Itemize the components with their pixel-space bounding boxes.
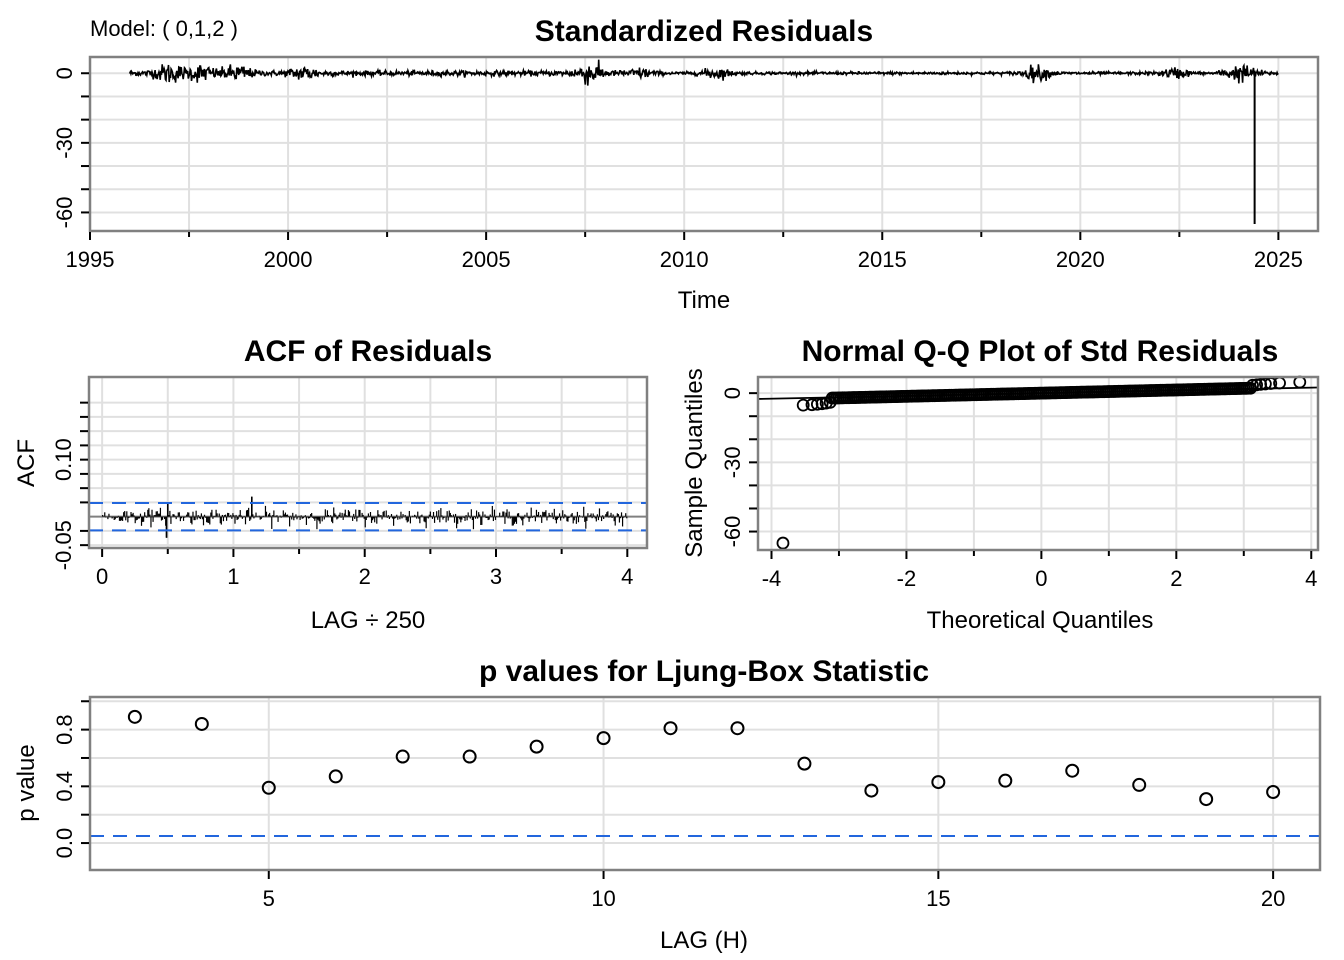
qq-point <box>1250 378 1264 392</box>
x-tick-label: 5 <box>263 886 275 911</box>
p-value-point <box>462 749 477 764</box>
x-tick-label: 3 <box>490 564 502 589</box>
acf-frame <box>87 375 649 550</box>
std-residuals-marks <box>128 59 1279 225</box>
x-tick-label: 20 <box>1261 886 1285 911</box>
x-tick-label: 0 <box>1035 566 1047 591</box>
acf-ylabel: ACF <box>13 439 40 487</box>
p-value-point <box>328 769 343 784</box>
ljung-box-marks <box>90 709 1320 837</box>
y-tick-label: 0 <box>720 387 745 399</box>
p-value-point <box>261 780 276 795</box>
qq-axes: -4 -2 0 2 4 0 -30 -60 <box>720 387 1317 591</box>
std-residuals-grid <box>89 57 1318 231</box>
qq-point <box>796 398 810 412</box>
x-tick-label: 2 <box>1170 566 1182 591</box>
acf-panel: ACF of Residuals 0 1 2 3 4 0.10 -0.05 LAG ÷ 25… <box>13 335 649 634</box>
residual-series-line <box>128 59 1279 86</box>
x-tick-label: 0 <box>96 564 108 589</box>
std-residuals-frame <box>88 55 1320 233</box>
ljung-box-panel: p values for Ljung-Box Statistic 5 10 15 20… <box>13 655 1322 954</box>
p-value-point <box>127 709 142 724</box>
p-value-point <box>529 739 544 754</box>
ljung-box-title: p values for Ljung-Box Statistic <box>479 655 929 688</box>
y-tick-label: -60 <box>52 197 77 229</box>
p-value-point <box>931 775 946 790</box>
acf-marks <box>89 496 647 538</box>
p-value-point <box>864 783 879 798</box>
model-note: Model: ( 0,1,2 ) <box>90 16 238 41</box>
x-tick-label: 2 <box>359 564 371 589</box>
qq-frame <box>756 375 1320 552</box>
x-tick-label: 4 <box>621 564 633 589</box>
qq-xlabel: Theoretical Quantiles <box>927 607 1154 634</box>
qq-marks <box>757 375 1319 550</box>
p-value-point <box>663 721 678 736</box>
x-tick-label: 1 <box>227 564 239 589</box>
std-residuals-xlabel: Time <box>678 287 730 314</box>
y-tick-label: -30 <box>52 127 77 159</box>
p-value-point <box>1132 777 1147 792</box>
x-tick-label: 1995 <box>66 247 115 272</box>
y-tick-label: -30 <box>720 446 745 478</box>
ljung-box-xlabel: LAG (H) <box>660 927 748 954</box>
x-tick-label: 10 <box>591 886 615 911</box>
qq-ylabel: Sample Quantiles <box>681 368 708 557</box>
p-value-point <box>1266 785 1281 800</box>
y-tick-label: 0.8 <box>52 714 77 745</box>
qq-point <box>1246 378 1259 392</box>
y-tick-label: -0.05 <box>51 520 76 570</box>
p-value-point <box>998 773 1013 788</box>
p-value-point <box>730 721 745 736</box>
y-tick-label: 0.10 <box>51 438 76 481</box>
p-value-point <box>194 716 209 731</box>
x-tick-label: 4 <box>1305 566 1317 591</box>
p-value-point <box>1065 763 1080 778</box>
y-tick-label: 0.0 <box>52 828 77 859</box>
ljung-box-ylabel: p value <box>13 744 40 821</box>
x-tick-label: -4 <box>762 566 782 591</box>
qq-grid <box>758 377 1318 550</box>
x-tick-label: 2005 <box>462 247 511 272</box>
qq-point <box>810 397 824 411</box>
p-value-point <box>1199 792 1214 807</box>
ljung-box-axes: 5 10 15 20 0.0 0.4 0.8 <box>52 700 1285 911</box>
x-tick-label: -2 <box>897 566 917 591</box>
x-tick-label: 2020 <box>1056 247 1105 272</box>
x-tick-label: 2025 <box>1254 247 1303 272</box>
std-residuals-panel: Standardized Residuals 1995 2000 2005 2010 2… <box>52 15 1320 314</box>
std-residuals-title: Standardized Residuals <box>535 15 873 48</box>
acf-grid <box>89 377 647 548</box>
qq-reference-line <box>757 386 1319 400</box>
p-value-point <box>596 731 611 746</box>
qq-title: Normal Q-Q Plot of Std Residuals <box>802 335 1279 368</box>
ljung-box-frame <box>88 695 1322 872</box>
x-tick-label: 2010 <box>660 247 709 272</box>
y-tick-label: 0 <box>52 67 77 79</box>
qq-panel: Normal Q-Q Plot of Std Residuals -4 -2 0 2 4… <box>681 335 1320 634</box>
y-tick-label: 0.4 <box>52 771 77 802</box>
ljung-box-grid <box>90 697 1320 870</box>
qq-point <box>776 536 790 550</box>
p-value-point <box>797 756 812 771</box>
acf-title: ACF of Residuals <box>244 335 492 368</box>
acf-axes: 0 1 2 3 4 0.10 -0.05 <box>51 401 633 589</box>
acf-xlabel: LAG ÷ 250 <box>311 607 426 634</box>
x-tick-label: 2015 <box>858 247 907 272</box>
x-tick-label: 2000 <box>264 247 313 272</box>
std-residuals-axes: 1995 2000 2005 2010 2015 2020 2025 0 -30 -60 <box>52 67 1303 272</box>
p-value-point <box>395 749 410 764</box>
x-tick-label: 15 <box>926 886 950 911</box>
y-tick-label: -60 <box>720 516 745 548</box>
